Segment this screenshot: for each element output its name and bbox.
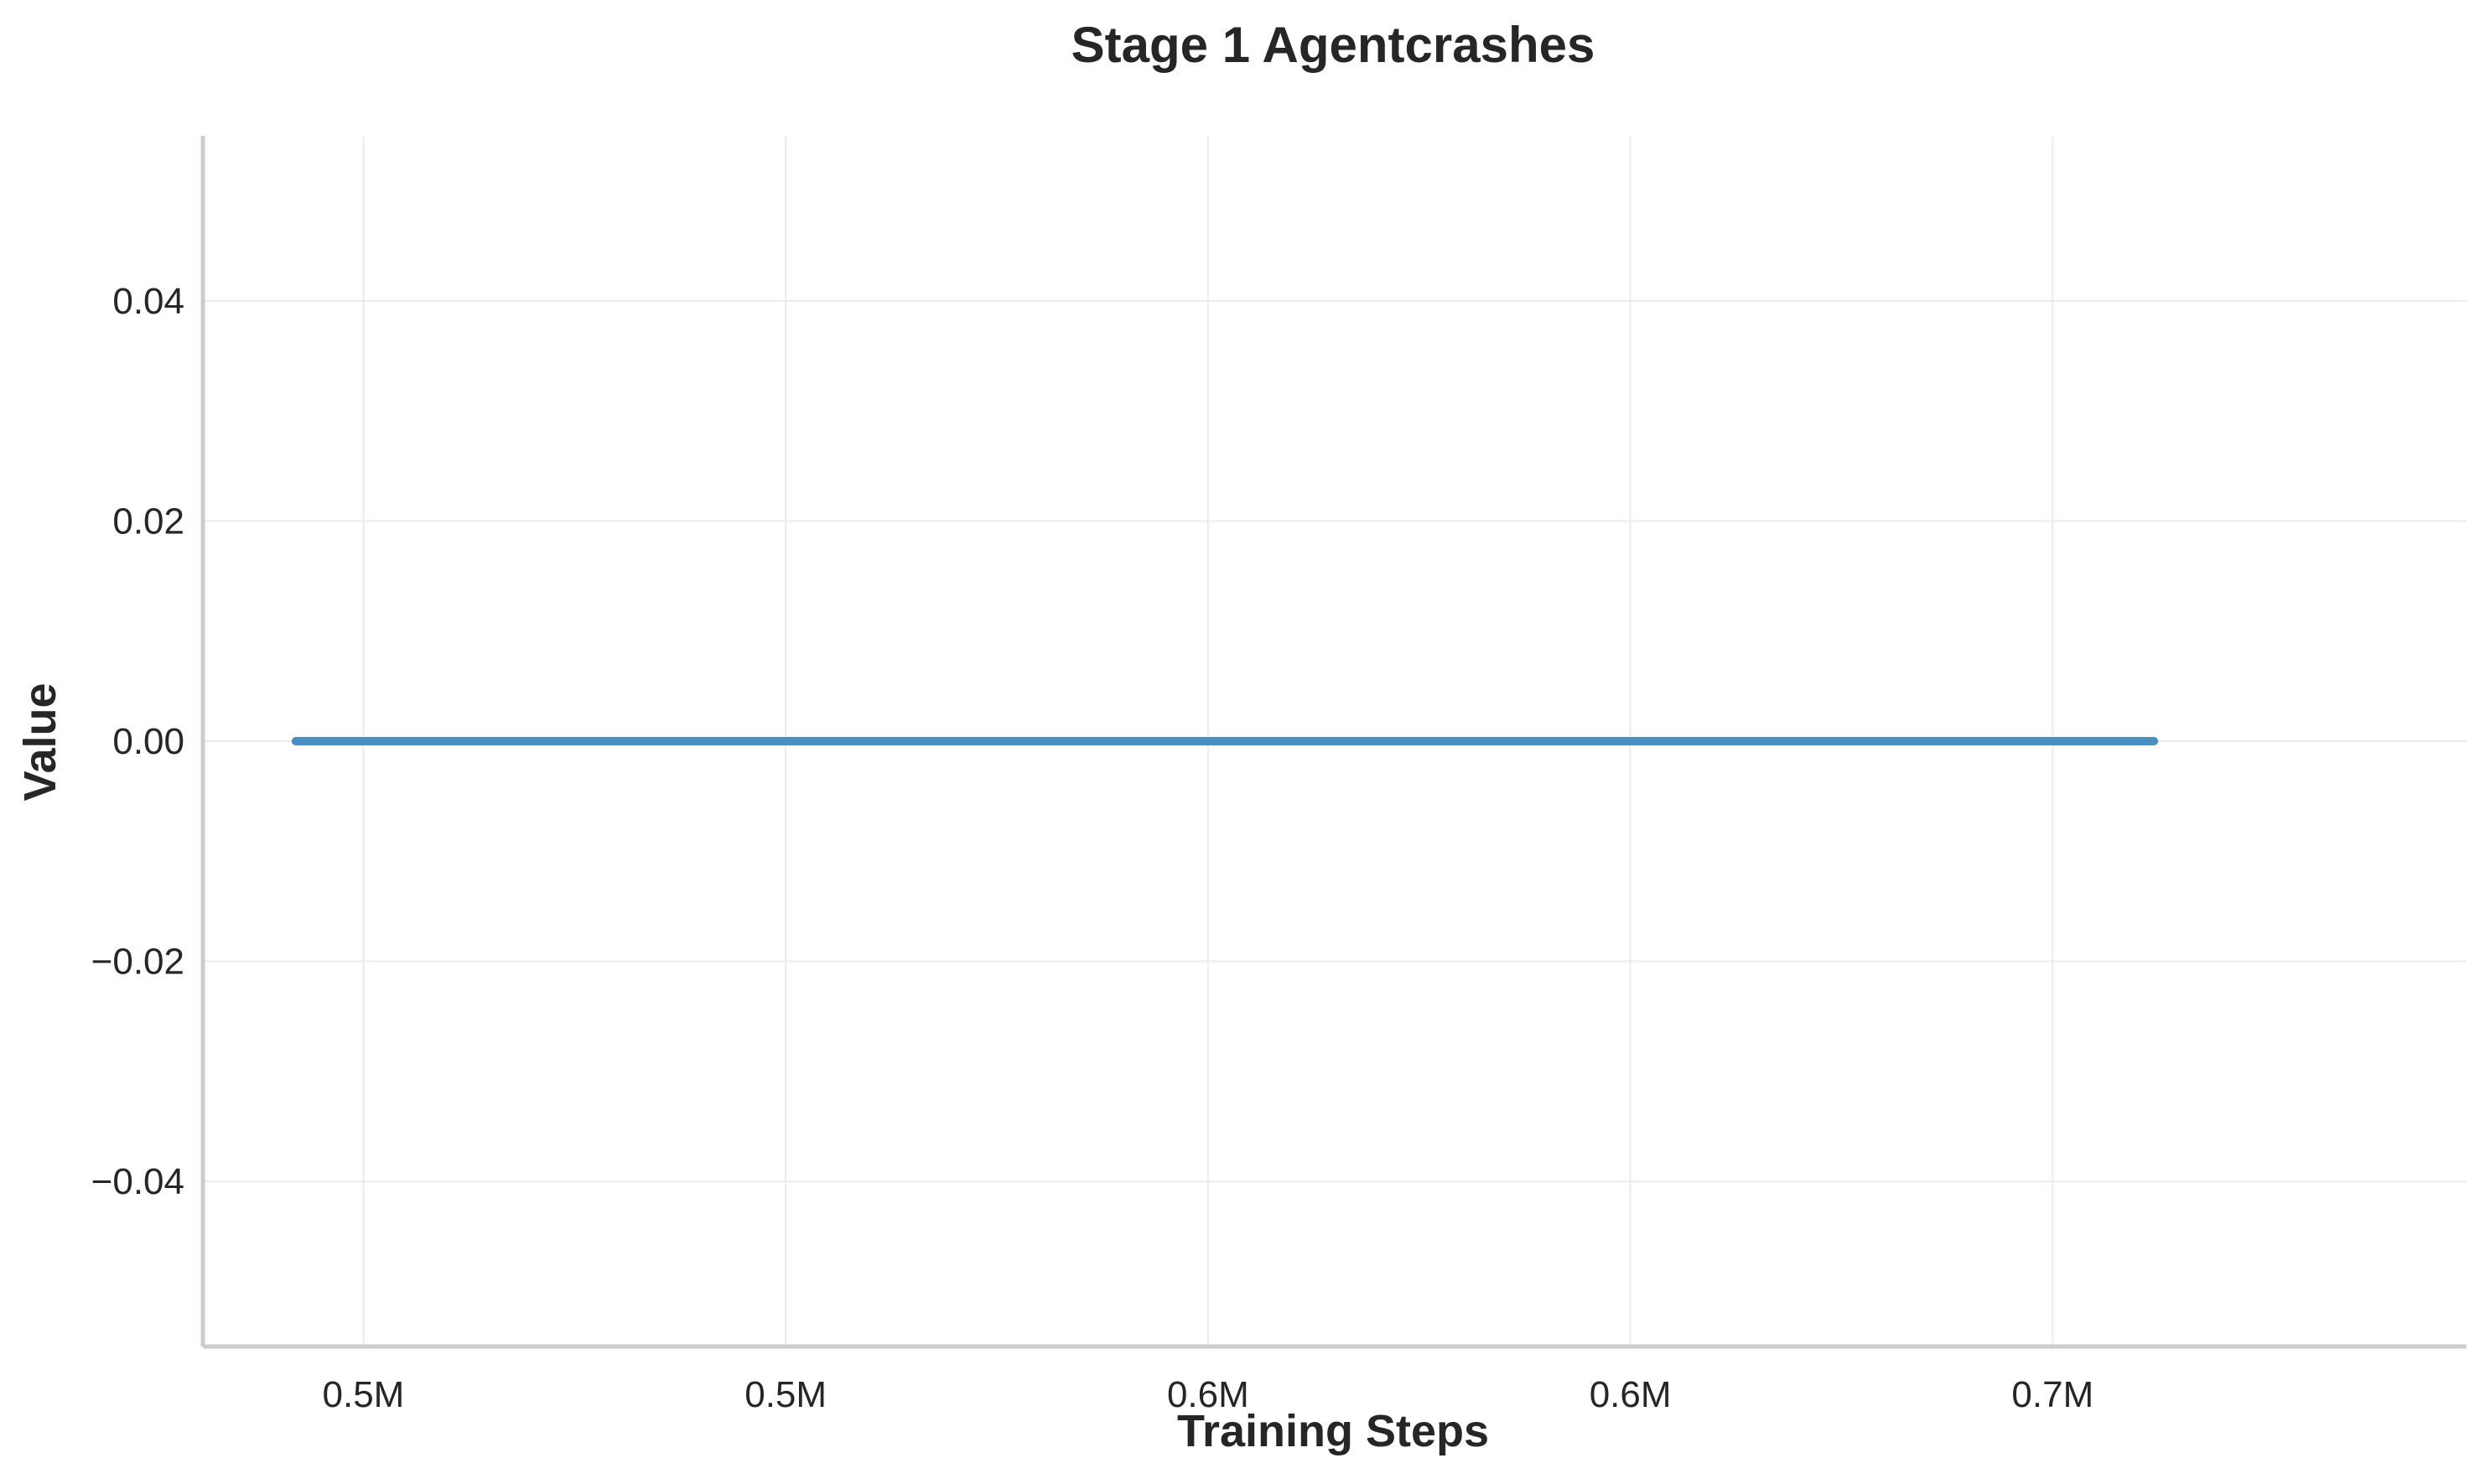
- y-grid: [203, 299, 2467, 1183]
- chart-title: Stage 1 Agentcrashes: [1071, 17, 1595, 73]
- x-tick-label-1: 0.5M: [744, 1374, 827, 1415]
- y-tick-label-4: 0.04: [112, 281, 184, 322]
- y-tick-label-3: 0.02: [112, 501, 184, 542]
- x-tick-label-4: 0.7M: [2011, 1374, 2093, 1415]
- x-tick-label-0: 0.5M: [323, 1374, 405, 1415]
- x-tick-label-3: 0.6M: [1590, 1374, 1672, 1415]
- axes-spines: [200, 136, 2467, 1349]
- x-axis-label: Training Steps: [1177, 1406, 1489, 1456]
- x-tick-label-2: 0.6M: [1167, 1374, 1249, 1415]
- y-tick-label-1: −0.02: [91, 942, 184, 983]
- y-tick-label-0: −0.04: [91, 1161, 184, 1202]
- y-tick-label-2: 0.00: [112, 721, 184, 762]
- x-tick-labels: 0.5M 0.5M 0.6M 0.6M 0.7M: [323, 1374, 2094, 1415]
- y-tick-labels: −0.04 −0.02 0.00 0.02 0.04: [91, 281, 184, 1202]
- y-axis-label: Value: [15, 682, 65, 801]
